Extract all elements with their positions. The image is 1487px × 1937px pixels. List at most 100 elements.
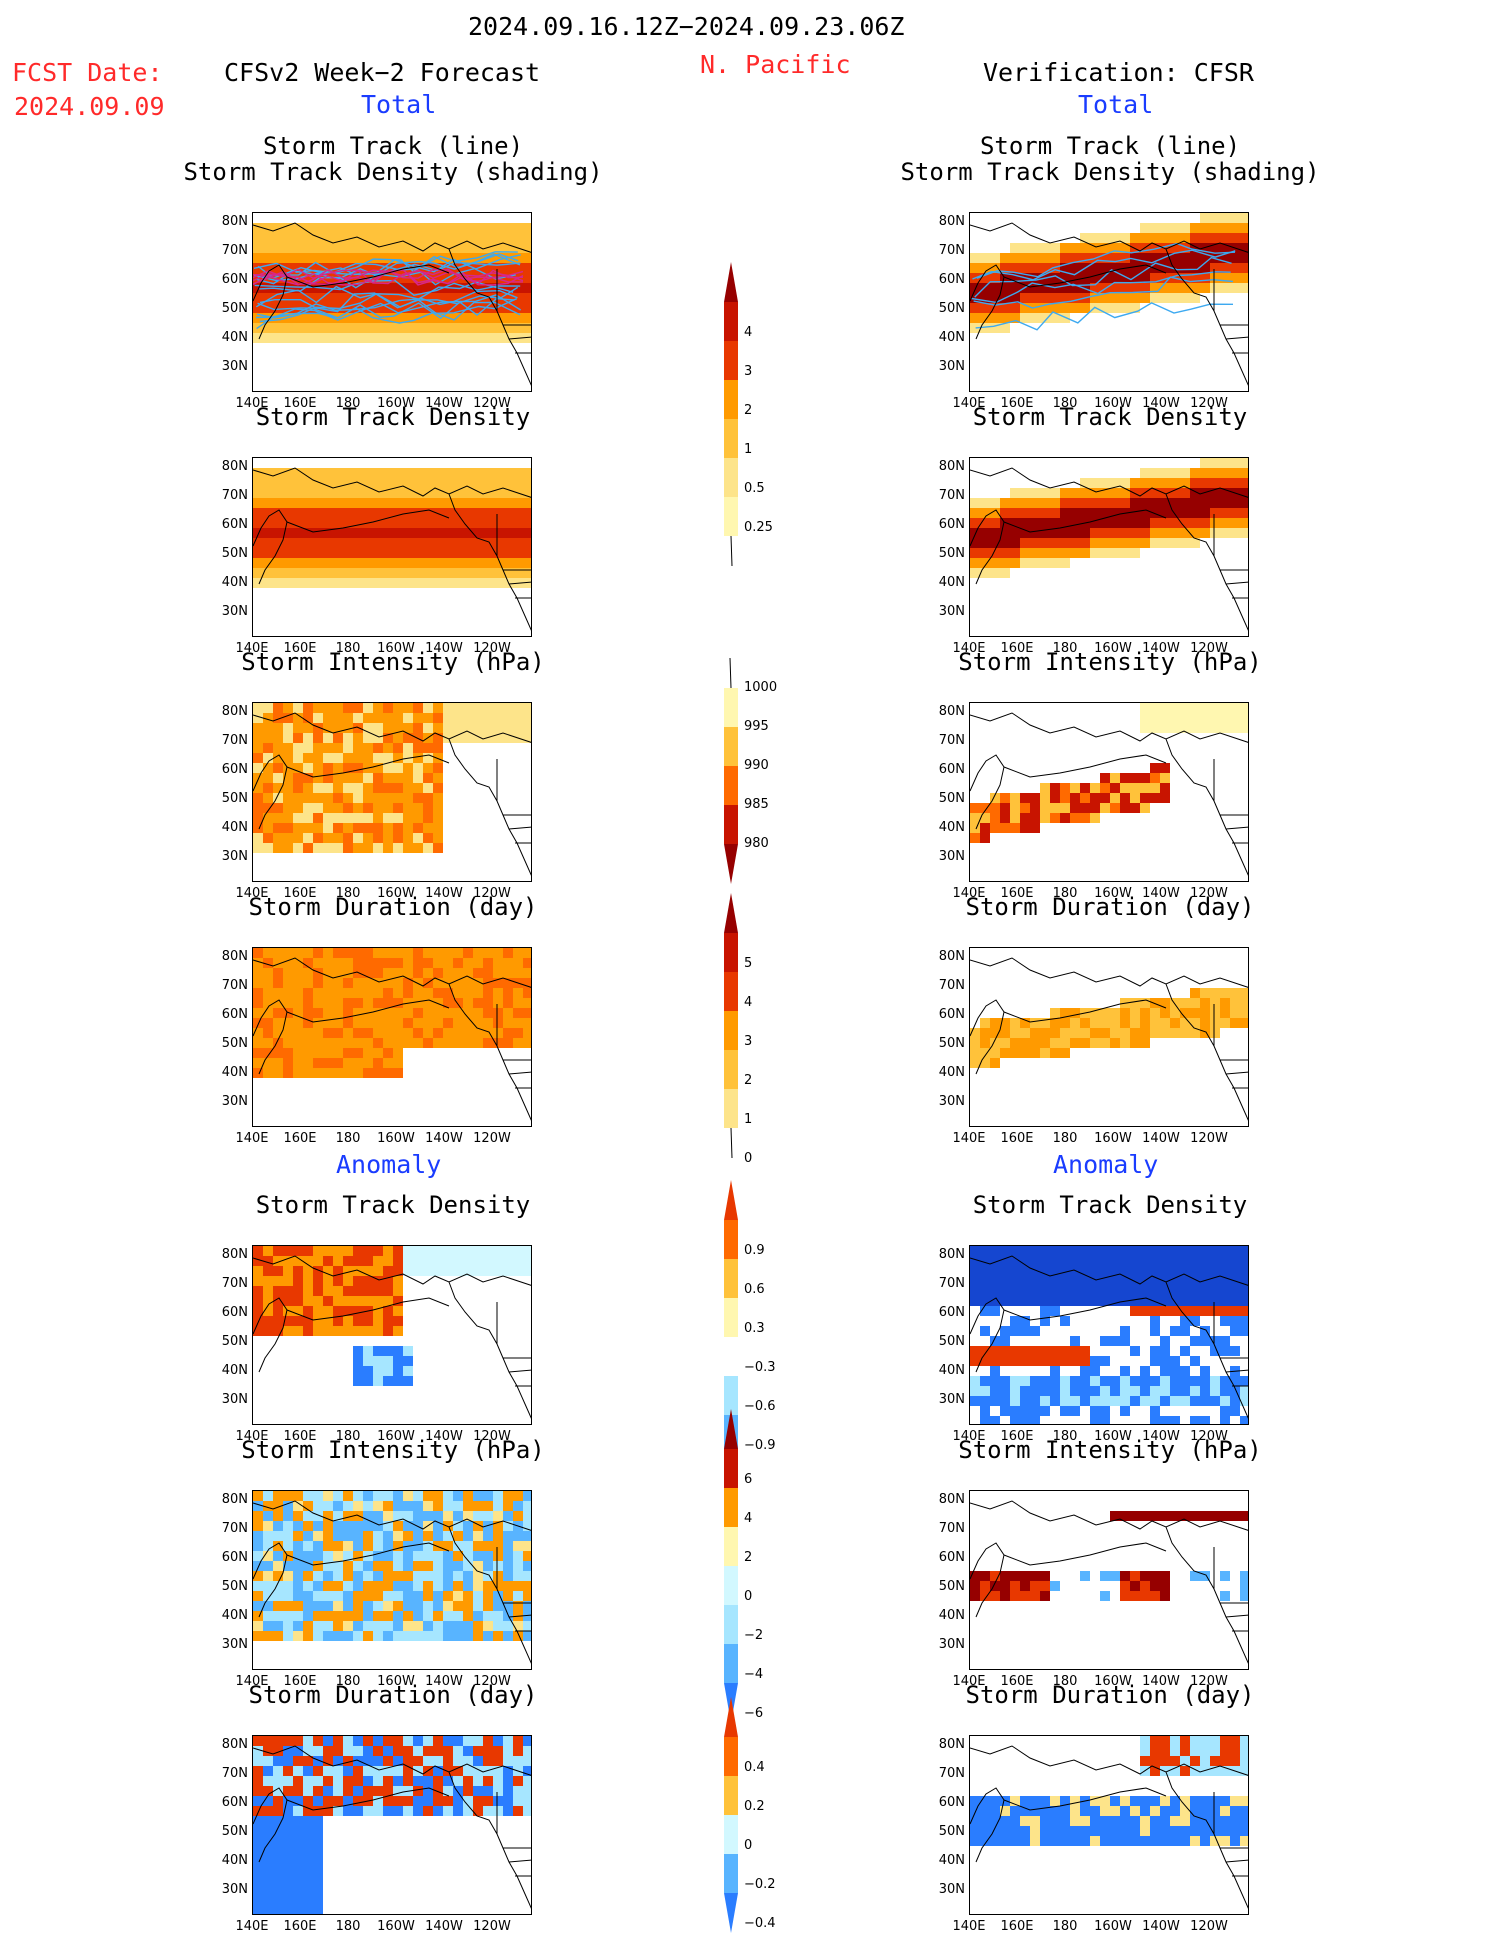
shade-cell: [473, 948, 483, 958]
shade-cell: [373, 1766, 383, 1776]
shade-cell: [363, 1766, 373, 1776]
shade-cell: [453, 223, 463, 233]
shade-cell: [1150, 488, 1160, 498]
shade-cell: [343, 1256, 353, 1266]
shade-cell: [493, 1531, 503, 1541]
shade-cell: [353, 253, 363, 263]
shade-cell: [443, 1551, 453, 1561]
shade-cell: [1060, 783, 1070, 793]
shade-cell: [1190, 488, 1200, 498]
shade-cell: [373, 1356, 383, 1366]
shade-cell: [1220, 1376, 1230, 1386]
shade-cell: [1140, 283, 1150, 293]
shade-cell: [263, 1611, 273, 1621]
shade-cell: [523, 223, 531, 233]
shade-cell: [1230, 478, 1240, 488]
shade-cell: [353, 1326, 363, 1336]
shade-cell: [283, 833, 293, 843]
shade-cell: [1140, 1366, 1150, 1376]
shade-cell: [453, 1246, 463, 1256]
shade-cell: [413, 793, 423, 803]
shade-cell: [1140, 723, 1150, 733]
shade-cell: [493, 1591, 503, 1601]
shade-cell: [443, 1561, 453, 1571]
shade-cell: [313, 1766, 323, 1776]
shade-cell: [1120, 1806, 1130, 1816]
shade-cell: [990, 1266, 1000, 1276]
shade-cell: [1010, 1376, 1020, 1386]
shade-cell: [273, 1018, 283, 1028]
shade-cell: [463, 508, 473, 518]
shade-cell: [970, 1826, 980, 1836]
shade-cell: [1160, 1356, 1170, 1366]
shade-cell: [313, 1038, 323, 1048]
shade-cell: [283, 763, 293, 773]
shade-cell: [343, 1306, 353, 1316]
shade-cell: [990, 1386, 1000, 1396]
shade-cell: [1030, 283, 1040, 293]
shade-cell: [1010, 823, 1020, 833]
shade-cell: [373, 958, 383, 968]
shade-cell: [383, 1266, 393, 1276]
shade-cell: [493, 303, 503, 313]
shade-cell: [363, 468, 373, 478]
shade-cell: [1040, 1571, 1050, 1581]
shade-cell: [283, 283, 293, 293]
shade-cell: [403, 1028, 413, 1038]
shade-cell: [1090, 1356, 1100, 1366]
shade-cell: [443, 723, 453, 733]
shade-cell: [383, 273, 393, 283]
shade-cell: [513, 1736, 523, 1746]
shade-cell: [1010, 313, 1020, 323]
shade-cell: [990, 1306, 1000, 1316]
shade-cell: [1080, 793, 1090, 803]
shade-cell: [1240, 1018, 1248, 1028]
shade-cell: [1110, 1386, 1120, 1396]
shade-cell: [303, 1531, 313, 1541]
shade-cell: [1020, 1286, 1030, 1296]
shade-cell: [513, 233, 523, 243]
shade-cell: [523, 293, 531, 303]
shade-cell: [353, 1581, 363, 1591]
lat-label: 30N: [938, 1637, 965, 1652]
shade-cell: [503, 988, 513, 998]
shade-cell: [1230, 528, 1240, 538]
shade-cell: [1200, 253, 1210, 263]
shade-cell: [333, 1038, 343, 1048]
shade-cell: [273, 1008, 283, 1018]
colorbar-intensity: 1000 995 990 985 980: [724, 648, 804, 888]
shade-cell: [353, 558, 363, 568]
shade-cell: [283, 468, 293, 478]
shade-cell: [363, 1356, 373, 1366]
shade-cell: [473, 1766, 483, 1776]
shade-cell: [293, 1246, 303, 1256]
shade-cell: [1000, 323, 1010, 333]
shade-cell: [363, 1048, 373, 1058]
shade-cell: [1100, 1591, 1110, 1601]
shade-cell: [393, 783, 403, 793]
shade-cell: [273, 1048, 283, 1058]
shade-cell: [493, 948, 503, 958]
shade-cell: [413, 843, 423, 853]
shade-cell: [273, 1786, 283, 1796]
shade-cell: [403, 498, 413, 508]
shade-cell: [473, 548, 483, 558]
shade-cell: [990, 1591, 1000, 1601]
shade-cell: [423, 538, 433, 548]
shade-cell: [1020, 1276, 1030, 1286]
lat-label: 70N: [938, 1766, 965, 1781]
shade-cell: [1100, 1416, 1110, 1424]
shade-cell: [1140, 1008, 1150, 1018]
shade-cell: [383, 1571, 393, 1581]
shade-cell: [303, 243, 313, 253]
shade-cell: [313, 773, 323, 783]
shade-cell: [383, 743, 393, 753]
shade-cell: [1000, 273, 1010, 283]
shade-cell: [413, 1551, 423, 1561]
shade-cell: [283, 223, 293, 233]
shade-cell: [970, 313, 980, 323]
shade-cell: [293, 1766, 303, 1776]
shade-cell: [503, 958, 513, 968]
shade-cell: [1140, 1816, 1150, 1826]
fcst-date-value: 2024.09.09: [14, 92, 165, 121]
